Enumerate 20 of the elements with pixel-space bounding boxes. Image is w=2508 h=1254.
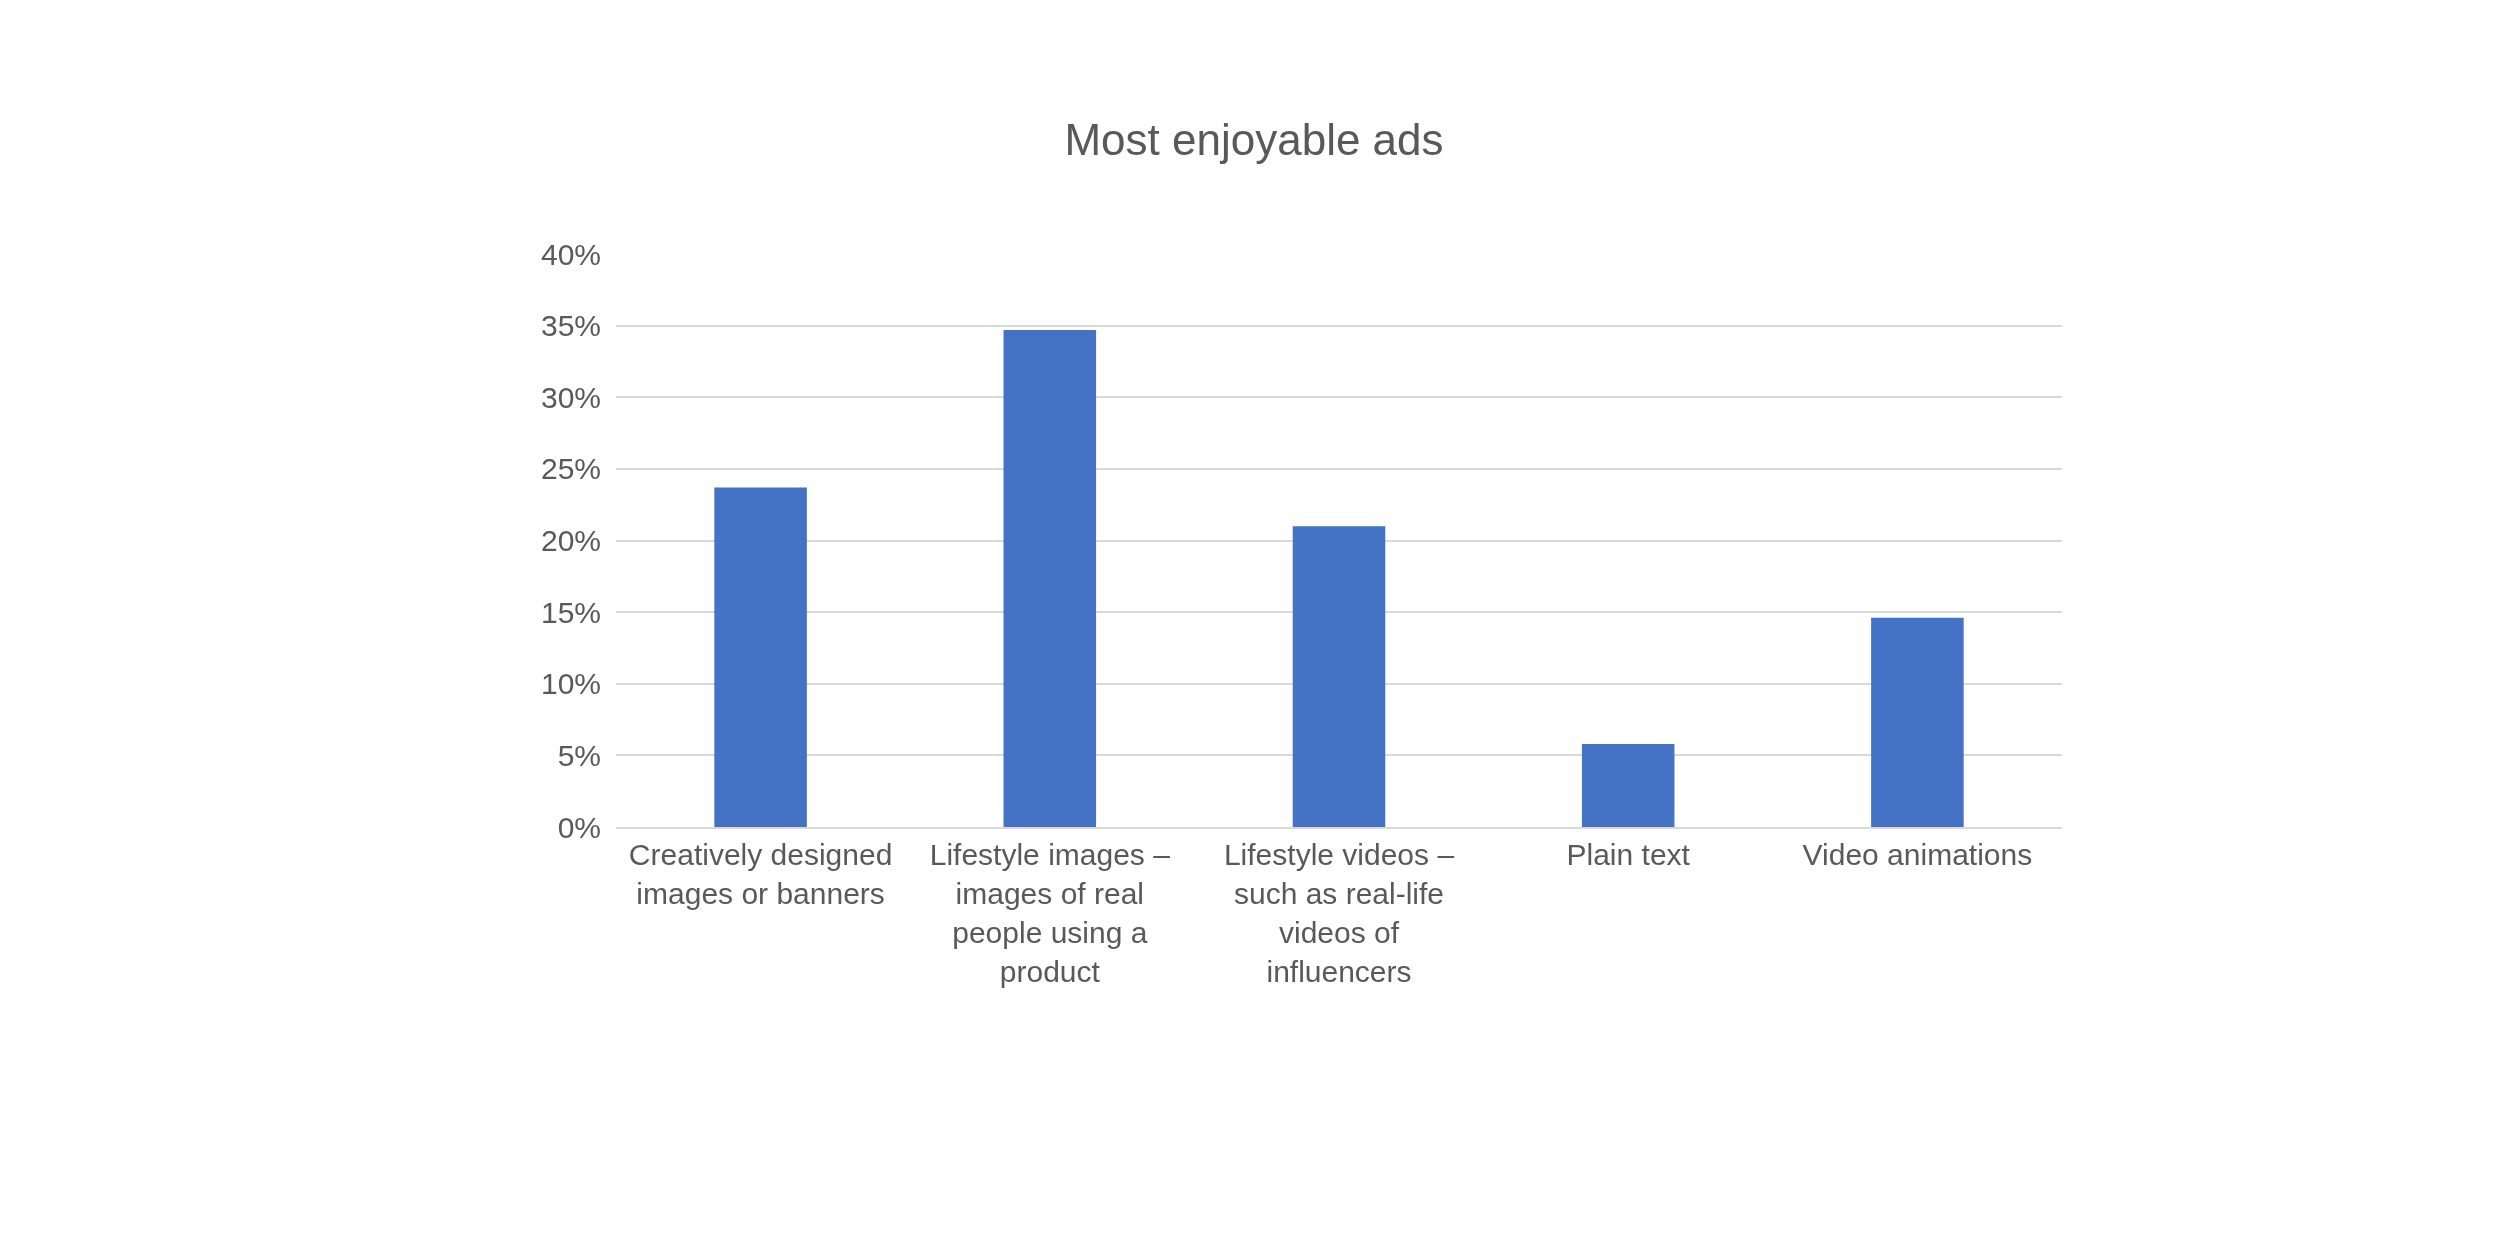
bar <box>714 487 807 827</box>
chart-title: Most enjoyable ads <box>1064 115 1444 165</box>
bar <box>1871 617 1964 827</box>
y-tick-label: 35% <box>540 309 601 343</box>
x-tick-label: Creatively designed images or banners <box>628 838 893 910</box>
y-tick-label: 30% <box>540 380 601 414</box>
y-tick-label: 5% <box>557 738 601 772</box>
y-tick-label: 20% <box>540 524 601 557</box>
y-tick-label: 0% <box>557 810 601 844</box>
bar <box>1581 743 1675 827</box>
y-tick-label: 15% <box>540 595 601 629</box>
y-tick-label: 10% <box>540 667 601 701</box>
x-tick-label: Lifestyle images – images of real people using a product <box>929 838 1171 988</box>
bar <box>1003 329 1097 827</box>
y-tick-label: 25% <box>540 452 601 486</box>
bar <box>1292 526 1386 827</box>
x-tick-label: Lifestyle videos – such as real-life videos of influencers <box>1223 838 1455 988</box>
x-tick-label: Video animations <box>1802 838 2033 871</box>
y-tick-label: 40% <box>540 237 601 271</box>
x-tick-label: Plain text <box>1566 838 1691 871</box>
